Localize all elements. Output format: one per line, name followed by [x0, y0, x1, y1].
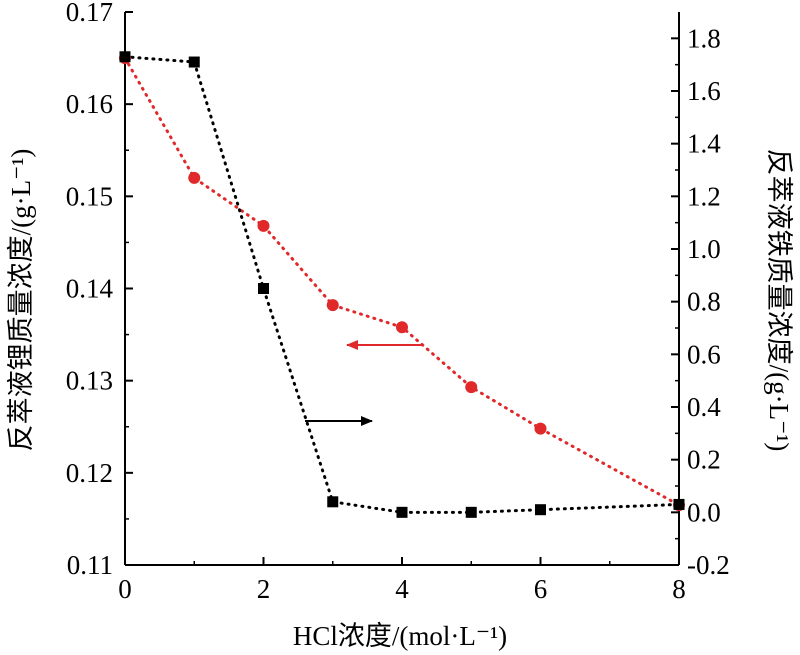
series-right-point: [258, 283, 269, 294]
series-right-point: [327, 496, 339, 508]
series-right-point: [188, 56, 200, 68]
y-right-tick-label: -0.2: [687, 550, 730, 580]
series-left-line: [123, 56, 681, 507]
y-left-tick-label: 0.13: [66, 366, 113, 396]
series-right-line: [123, 55, 681, 514]
series-right-point: [673, 498, 685, 510]
y-right-tick-label: 0.8: [687, 287, 721, 317]
series-left-point: [326, 299, 339, 312]
y-axis-left-label: 反萃液锂质量浓度/(g·L⁻¹): [6, 149, 36, 452]
x-tick-label: 2: [257, 574, 271, 604]
series-left-point: [188, 171, 201, 184]
y-right-tick-label: 1.0: [687, 234, 721, 264]
axes: [124, 12, 680, 566]
y-left-tick-label: 0.17: [66, 0, 113, 27]
series-markers: [119, 51, 685, 518]
y-left-tick-label: 0.15: [66, 181, 113, 211]
x-tick-label: 8: [672, 574, 686, 604]
tick-marks: [124, 11, 680, 566]
y-left-tick-label: 0.16: [66, 89, 113, 119]
series-right-point: [396, 506, 408, 518]
series-right-point: [119, 51, 131, 63]
x-tick-label: 6: [534, 574, 548, 604]
series-lines: [123, 55, 681, 514]
tick-labels: 0 2 4 6 8 0.11 0.12 0.13 0.14 0.15 0.16 0.17 -0.2 0.0…: [66, 0, 730, 604]
y-left-tick-label: 0.14: [66, 274, 114, 304]
y-right-tick-label: 0.4: [687, 392, 721, 422]
series-left-point: [257, 219, 270, 232]
series-left-point: [396, 321, 408, 334]
y-left-tick-label: 0.12: [66, 458, 113, 488]
y-right-tick-label: 0.2: [687, 445, 721, 475]
y-axis-right-label: 反萃液铁质量浓度/(g·L⁻¹): [764, 149, 794, 452]
y-right-tick-label: 1.2: [687, 181, 721, 211]
series-right-point: [465, 506, 477, 518]
y-right-tick-label: 0.6: [687, 339, 721, 369]
y-right-tick-label: 0.0: [687, 497, 721, 527]
x-tick-label: 4: [395, 574, 409, 604]
y-right-tick-label: 1.4: [687, 129, 721, 159]
x-tick-label: 0: [118, 574, 132, 604]
y-left-tick-label: 0.11: [67, 550, 113, 580]
annotations: [305, 340, 423, 426]
series-left-point: [534, 422, 547, 435]
y-right-tick-label: 1.6: [687, 76, 721, 106]
y-right-tick-label: 1.8: [687, 23, 721, 53]
x-axis-label: HCl浓度/(mol·L⁻¹): [293, 621, 507, 651]
series-right-point: [535, 504, 546, 516]
series-left-point: [465, 381, 478, 394]
